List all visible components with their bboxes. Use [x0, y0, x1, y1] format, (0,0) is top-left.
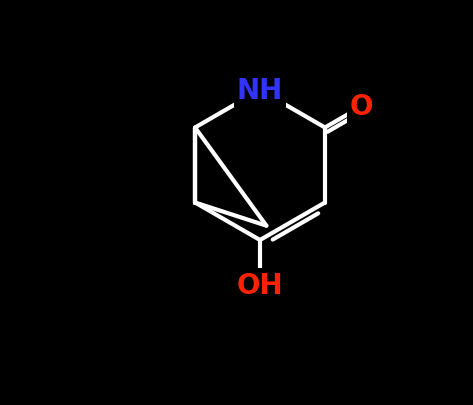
Text: O: O — [350, 93, 374, 121]
Text: NH: NH — [237, 77, 283, 105]
Text: OH: OH — [236, 271, 283, 299]
